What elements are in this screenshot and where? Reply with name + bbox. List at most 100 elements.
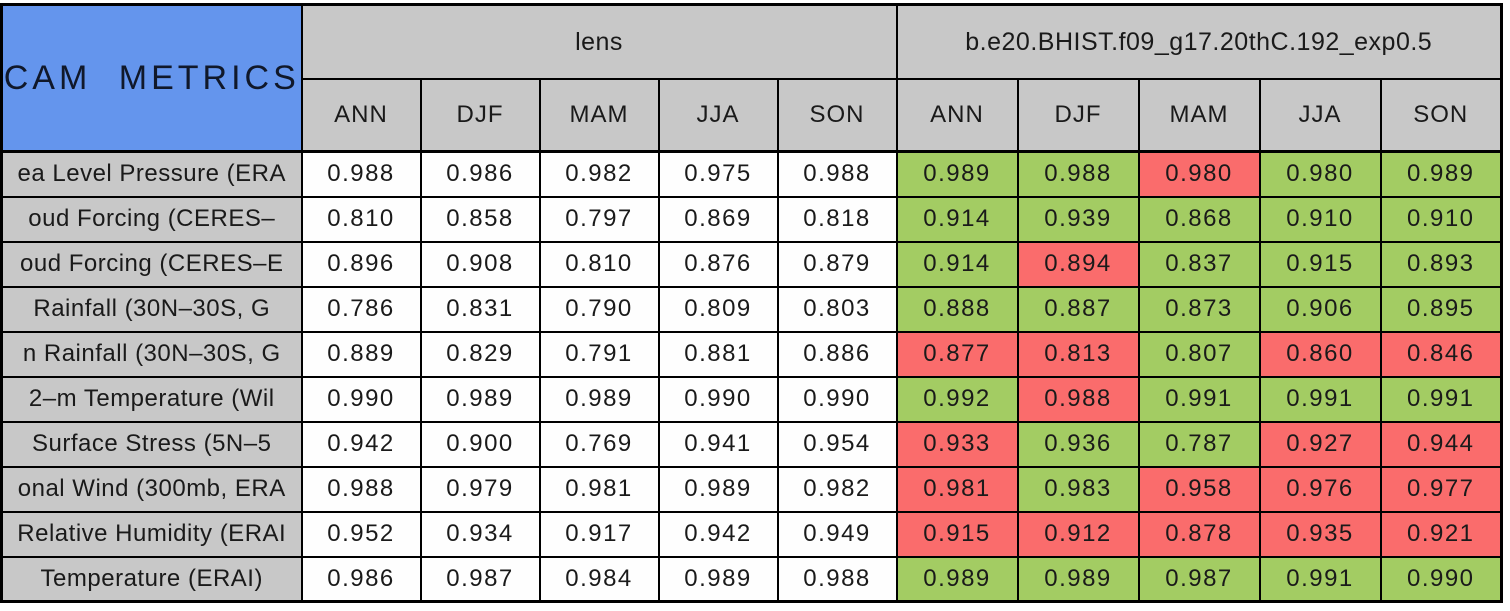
table-row: ea Level Pressure (ERA 0.988 0.986 0.982 0.9… xyxy=(0,150,1503,198)
lens-value-cell: 0.989 xyxy=(657,465,779,513)
lens-value-cell: 0.809 xyxy=(657,285,779,333)
row-label: Relative Humidity (ERAI xyxy=(0,510,303,558)
experiment-value-cell: 0.980 xyxy=(1258,150,1382,198)
row-label: ea Level Pressure (ERA xyxy=(0,150,303,198)
experiment-value-cell: 0.910 xyxy=(1379,195,1503,243)
table-title: CAM METRICS xyxy=(0,3,303,153)
lens-value-cell: 0.879 xyxy=(776,240,898,288)
lens-value-cell: 0.988 xyxy=(776,555,898,603)
lens-value-cell: 0.886 xyxy=(776,330,898,378)
lens-value-cell: 0.990 xyxy=(657,375,779,423)
season-header-mam: MAM xyxy=(1137,78,1261,153)
experiment-value-cell: 0.887 xyxy=(1016,285,1140,333)
lens-value-cell: 0.989 xyxy=(419,375,541,423)
table-row: Relative Humidity (ERAI 0.952 0.934 0.917 0.… xyxy=(0,510,1503,558)
lens-value-cell: 0.982 xyxy=(776,465,898,513)
lens-value-cell: 0.810 xyxy=(538,240,660,288)
experiment-value-cell: 0.981 xyxy=(895,465,1019,513)
experiment-value-cell: 0.976 xyxy=(1258,465,1382,513)
lens-value-cell: 0.917 xyxy=(538,510,660,558)
lens-value-cell: 0.797 xyxy=(538,195,660,243)
season-header-son: SON xyxy=(1379,78,1503,153)
experiment-value-cell: 0.991 xyxy=(1379,375,1503,423)
row-label: oud Forcing (CERES– xyxy=(0,195,303,243)
experiment-value-cell: 0.888 xyxy=(895,285,1019,333)
table-row: Temperature (ERAI) 0.986 0.987 0.984 0.989 0.… xyxy=(0,555,1503,603)
experiment-value-cell: 0.912 xyxy=(1016,510,1140,558)
lens-value-cell: 0.989 xyxy=(538,375,660,423)
table-row: n Rainfall (30N–30S, G 0.889 0.829 0.791 0.8… xyxy=(0,330,1503,378)
row-label: Surface Stress (5N–5 xyxy=(0,420,303,468)
experiment-value-cell: 0.846 xyxy=(1379,330,1503,378)
lens-value-cell: 0.889 xyxy=(300,330,422,378)
lens-value-cell: 0.975 xyxy=(657,150,779,198)
lens-value-cell: 0.786 xyxy=(300,285,422,333)
season-header-ann: ANN xyxy=(895,78,1019,153)
lens-value-cell: 0.988 xyxy=(776,150,898,198)
table-row: Surface Stress (5N–5 0.942 0.900 0.769 0.941… xyxy=(0,420,1503,468)
experiment-value-cell: 0.906 xyxy=(1258,285,1382,333)
season-header-ann: ANN xyxy=(300,78,422,153)
season-header-row: ANN DJF MAM JJA SON ANN DJF MAM JJA SON xyxy=(2,78,1503,153)
table-body: ea Level Pressure (ERA 0.988 0.986 0.982 0.9… xyxy=(0,150,1503,603)
experiment-value-cell: 0.989 xyxy=(895,555,1019,603)
experiment-value-cell: 0.877 xyxy=(895,330,1019,378)
lens-value-cell: 0.949 xyxy=(776,510,898,558)
lens-value-cell: 0.934 xyxy=(419,510,541,558)
season-header-djf: DJF xyxy=(419,78,541,153)
lens-value-cell: 0.900 xyxy=(419,420,541,468)
experiment-value-cell: 0.813 xyxy=(1016,330,1140,378)
experiment-value-cell: 0.944 xyxy=(1379,420,1503,468)
lens-value-cell: 0.829 xyxy=(419,330,541,378)
lens-value-cell: 0.810 xyxy=(300,195,422,243)
experiment-value-cell: 0.958 xyxy=(1137,465,1261,513)
lens-value-cell: 0.942 xyxy=(300,420,422,468)
experiment-value-cell: 0.988 xyxy=(1016,375,1140,423)
table-row: oud Forcing (CERES– 0.810 0.858 0.797 0.869 0… xyxy=(0,195,1503,243)
experiment-value-cell: 0.939 xyxy=(1016,195,1140,243)
lens-value-cell: 0.790 xyxy=(538,285,660,333)
experiment-value-cell: 0.936 xyxy=(1016,420,1140,468)
lens-value-cell: 0.986 xyxy=(300,555,422,603)
cam-metrics-table: CAM METRICS lens b.e20.BHIST.f09_g17.20t… xyxy=(0,3,1503,603)
row-label: oud Forcing (CERES–E xyxy=(0,240,303,288)
season-header-djf: DJF xyxy=(1016,78,1140,153)
experiment-value-cell: 0.989 xyxy=(1016,555,1140,603)
experiment-value-cell: 0.914 xyxy=(895,240,1019,288)
table-row: oud Forcing (CERES–E 0.896 0.908 0.810 0.876… xyxy=(0,240,1503,288)
lens-value-cell: 0.982 xyxy=(538,150,660,198)
lens-value-cell: 0.791 xyxy=(538,330,660,378)
experiment-value-cell: 0.787 xyxy=(1137,420,1261,468)
experiment-value-cell: 0.893 xyxy=(1379,240,1503,288)
experiment-value-cell: 0.980 xyxy=(1137,150,1261,198)
experiment-value-cell: 0.807 xyxy=(1137,330,1261,378)
experiment-value-cell: 0.878 xyxy=(1137,510,1261,558)
column-group-experiment: b.e20.BHIST.f09_g17.20thC.192_exp0.5 xyxy=(895,3,1503,80)
season-header-mam: MAM xyxy=(538,78,660,153)
experiment-value-cell: 0.894 xyxy=(1016,240,1140,288)
lens-value-cell: 0.989 xyxy=(657,555,779,603)
experiment-value-cell: 0.983 xyxy=(1016,465,1140,513)
lens-value-cell: 0.869 xyxy=(657,195,779,243)
lens-value-cell: 0.896 xyxy=(300,240,422,288)
lens-value-cell: 0.954 xyxy=(776,420,898,468)
experiment-value-cell: 0.933 xyxy=(895,420,1019,468)
table-row: 2–m Temperature (Wil 0.990 0.989 0.989 0.990… xyxy=(0,375,1503,423)
row-label: Temperature (ERAI) xyxy=(0,555,303,603)
experiment-value-cell: 0.988 xyxy=(1016,150,1140,198)
lens-value-cell: 0.987 xyxy=(419,555,541,603)
row-label: onal Wind (300mb, ERA xyxy=(0,465,303,513)
experiment-value-cell: 0.991 xyxy=(1137,375,1261,423)
lens-value-cell: 0.831 xyxy=(419,285,541,333)
lens-value-cell: 0.881 xyxy=(657,330,779,378)
lens-value-cell: 0.858 xyxy=(419,195,541,243)
lens-value-cell: 0.988 xyxy=(300,465,422,513)
lens-value-cell: 0.769 xyxy=(538,420,660,468)
row-label: Rainfall (30N–30S, G xyxy=(0,285,303,333)
experiment-value-cell: 0.987 xyxy=(1137,555,1261,603)
experiment-value-cell: 0.895 xyxy=(1379,285,1503,333)
row-label: 2–m Temperature (Wil xyxy=(0,375,303,423)
experiment-value-cell: 0.860 xyxy=(1258,330,1382,378)
lens-value-cell: 0.988 xyxy=(300,150,422,198)
experiment-value-cell: 0.910 xyxy=(1258,195,1382,243)
